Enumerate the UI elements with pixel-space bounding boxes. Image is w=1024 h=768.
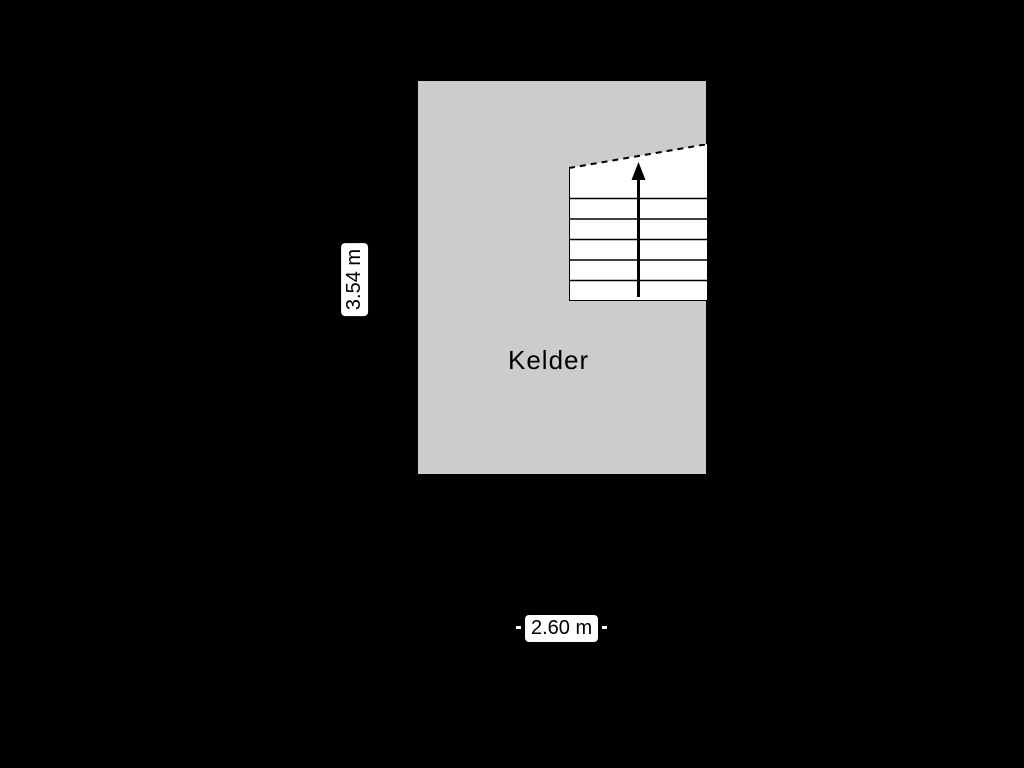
dimension-width-label: 2.60 m	[525, 615, 598, 642]
width-tick-right	[602, 626, 607, 629]
stairs-icon	[569, 144, 708, 301]
width-tick-left	[516, 626, 521, 629]
dimension-height-label: 3.54 m	[341, 243, 368, 316]
room-label: Kelder	[508, 345, 589, 376]
